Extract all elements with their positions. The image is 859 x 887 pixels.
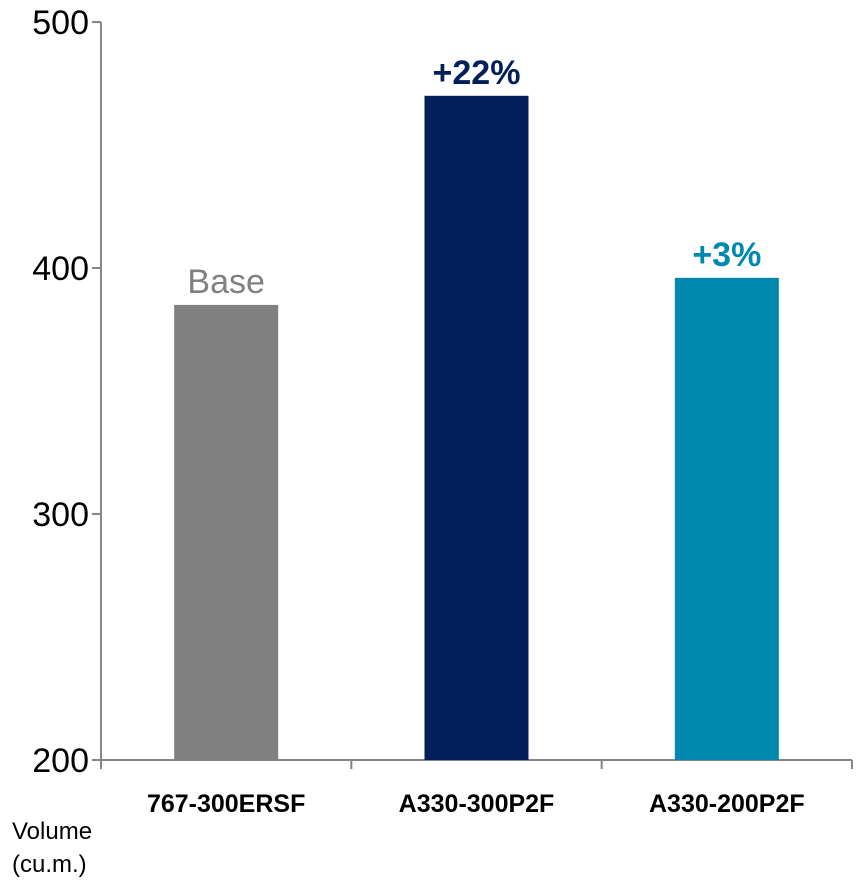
bar [174,304,279,760]
bar-data-label: +3% [692,236,761,274]
y-tick-label: 200 [32,742,89,780]
bars [174,95,779,761]
y-tick-label: 300 [32,496,89,534]
data-labels: Base +22% +3% [187,54,761,301]
y-axis-unit-label: Volume (cu.m.) [12,818,93,878]
tick-labels: 200 300 400 500 767-300ERSF A330-300P2F A330-2… [32,4,804,818]
bar-data-label: Base [187,263,265,301]
x-tick-label: A330-300P2F [399,790,555,818]
bar [674,277,779,760]
bar-data-label: +22% [433,54,521,92]
y-tick-label: 500 [32,4,89,42]
x-tick-label: A330-200P2F [649,790,805,818]
y-tick-label: 400 [32,250,89,288]
x-tick-label: 767-300ERSF [147,790,305,818]
bar [424,95,529,761]
